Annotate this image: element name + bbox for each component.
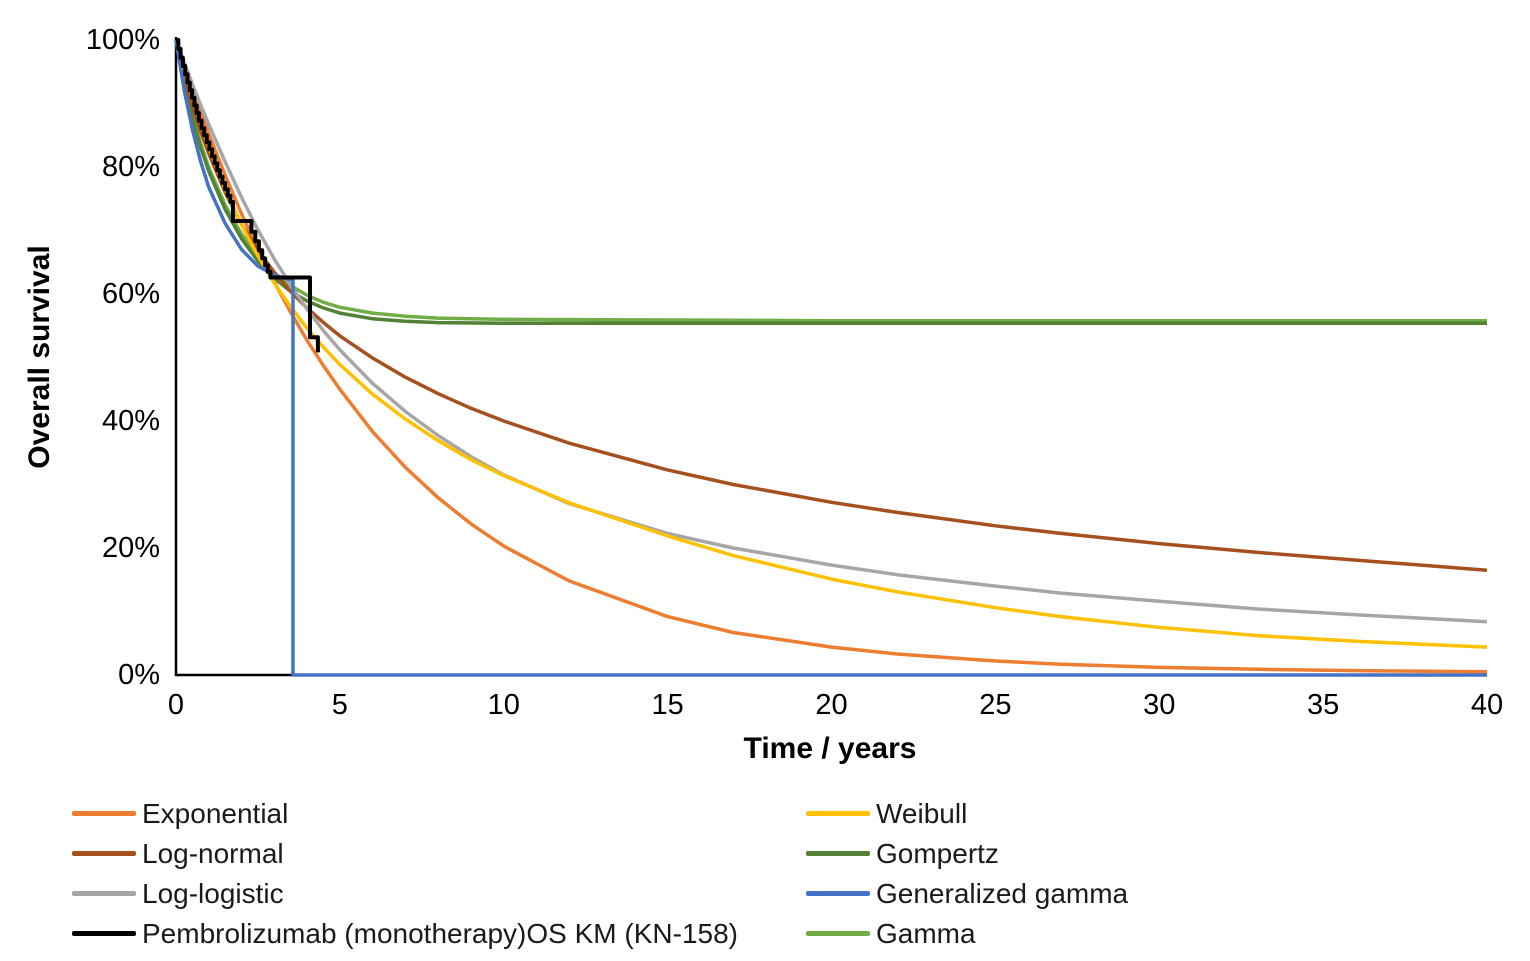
- x-tick-5: 5: [331, 689, 348, 721]
- legend-swatch-generalized-gamma: [806, 891, 870, 896]
- y-tick-60: 60%: [101, 278, 160, 310]
- y-axis-title: Overall survival: [23, 245, 56, 469]
- legend-swatch-km: [72, 931, 136, 936]
- y-tick-80: 80%: [101, 151, 160, 183]
- x-axis-title: Time / years: [743, 732, 917, 765]
- legend-label-generalized-gamma: Generalized gamma: [876, 878, 1129, 909]
- x-tick-40: 40: [1470, 689, 1504, 721]
- legend-label-gamma: Gamma: [876, 918, 976, 949]
- x-tick-25: 25: [979, 689, 1012, 721]
- series-log-normal: [174, 39, 1488, 572]
- x-tick-30: 30: [1143, 689, 1176, 721]
- y-tick-20: 20%: [101, 532, 160, 564]
- series-gamma: [174, 39, 1487, 323]
- legend-label-exponential: Exponential: [142, 798, 289, 829]
- x-tick-0: 0: [167, 689, 185, 721]
- legend-swatch-gamma: [806, 931, 870, 936]
- series-gompertz: [174, 39, 1487, 325]
- x-tick-20: 20: [815, 689, 848, 721]
- x-tick-35: 35: [1306, 689, 1340, 721]
- legend-swatch-weibull: [806, 811, 870, 816]
- legend-swatch-gompertz: [806, 851, 870, 856]
- series-generalized-gamma: [174, 39, 1487, 677]
- legend-swatch-exponential: [72, 811, 136, 816]
- y-tick-40: 40%: [101, 405, 160, 437]
- y-tick-100: 100%: [85, 24, 160, 56]
- x-tick-10: 10: [487, 689, 520, 721]
- legend-label-km: Pembrolizumab (monotherapy)OS KM (KN-158…: [142, 918, 738, 949]
- series-exponential: [174, 39, 1488, 674]
- x-tick-15: 15: [651, 689, 684, 721]
- series-pembrolizumab-monotherapy-os-km-kn-158: [176, 38, 320, 353]
- series-log-logistic: [174, 39, 1488, 624]
- y-tick-0: 0%: [118, 659, 160, 691]
- legend-label-gompertz: Gompertz: [876, 838, 999, 869]
- legend-swatch-log-logistic: [72, 891, 136, 896]
- legend-label-log-normal: Log-normal: [142, 838, 284, 869]
- legend-swatch-log-normal: [72, 851, 136, 856]
- legend-label-weibull: Weibull: [876, 798, 968, 829]
- legend-label-log-logistic: Log-logistic: [142, 878, 284, 909]
